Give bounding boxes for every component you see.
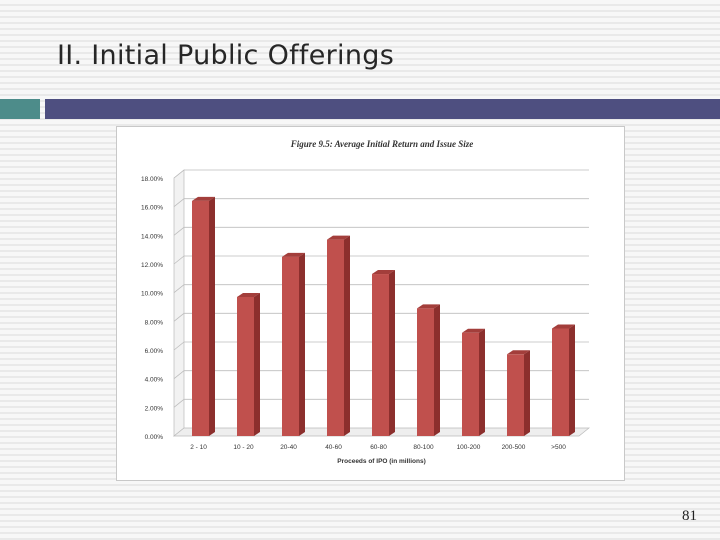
bar <box>237 296 254 436</box>
bar-top <box>372 270 395 275</box>
bar-top <box>417 304 440 309</box>
accent-square <box>0 99 40 119</box>
x-tick-label: 20-40 <box>280 444 297 451</box>
bar-side <box>389 270 395 436</box>
chart-side-wall <box>173 169 185 437</box>
x-tick-label: 2 - 10 <box>190 444 207 451</box>
bar-top <box>237 292 260 297</box>
y-tick-label: 6.00% <box>145 348 164 355</box>
bar-chart: Figure 9.5: Average Initial Return and I… <box>141 139 590 465</box>
bar-side <box>344 235 350 436</box>
bar <box>327 239 344 436</box>
y-tick-label: 0.00% <box>145 434 164 441</box>
gridline <box>173 398 589 408</box>
chart-title: Figure 9.5: Average Initial Return and I… <box>290 139 474 149</box>
y-tick-label: 8.00% <box>145 319 164 326</box>
gridline <box>173 198 589 207</box>
bar <box>372 274 389 436</box>
gridline <box>173 169 589 179</box>
bar-side <box>299 252 305 436</box>
bar-side <box>254 292 260 436</box>
bar <box>462 332 479 436</box>
x-tick-label: 80-100 <box>413 444 434 451</box>
y-tick-label: 10.00% <box>141 291 163 298</box>
bar <box>552 328 569 436</box>
gridline <box>173 312 589 322</box>
y-tick-label: 14.00% <box>141 233 163 240</box>
y-tick-label: 12.00% <box>141 262 163 269</box>
x-tick-label: 60-80 <box>370 444 387 451</box>
bar-top <box>192 196 215 201</box>
x-tick-label: 40-60 <box>325 444 342 451</box>
bar <box>192 200 209 436</box>
bar-side <box>209 196 215 436</box>
bar-top <box>327 235 350 240</box>
bar-side <box>434 304 440 436</box>
bar-top <box>282 252 305 257</box>
bar <box>417 308 434 436</box>
y-tick-label: 2.00% <box>145 405 164 412</box>
bar-side <box>524 350 530 436</box>
bar-top <box>552 324 575 329</box>
page-number: 81 <box>682 508 697 524</box>
gridline <box>173 255 589 265</box>
x-tick-label: 10 - 20 <box>233 444 254 451</box>
bar <box>282 256 299 436</box>
gridline <box>173 341 589 351</box>
slide-title: II. Initial Public Offerings <box>57 40 395 71</box>
x-axis-label: Proceeds of IPO (in millions) <box>337 458 426 465</box>
x-tick-label: 200-500 <box>502 444 526 451</box>
bar <box>507 354 524 436</box>
y-tick-label: 16.00% <box>141 205 163 212</box>
bar-side <box>479 328 485 436</box>
y-tick-label: 18.00% <box>141 176 163 183</box>
gridline <box>173 370 589 379</box>
x-tick-label: >500 <box>551 444 566 451</box>
gridline <box>173 226 589 236</box>
accent-bar <box>45 99 720 119</box>
x-tick-label: 100-200 <box>457 444 481 451</box>
y-tick-label: 4.00% <box>145 377 164 384</box>
bar-top <box>507 350 530 355</box>
chart-frame: Figure 9.5: Average Initial Return and I… <box>116 126 625 481</box>
gridline <box>173 284 589 293</box>
bar-top <box>462 328 485 333</box>
bar-side <box>569 324 575 436</box>
